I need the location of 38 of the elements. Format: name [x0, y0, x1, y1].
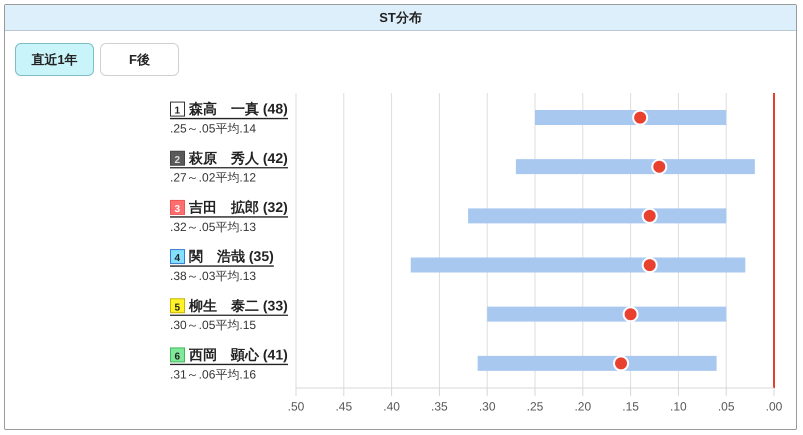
- point: [622, 306, 639, 322]
- bar: [478, 356, 717, 371]
- x-tick-label: .15: [622, 400, 640, 414]
- x-tick-label: .10: [670, 400, 688, 414]
- x-tick-label: .05: [718, 400, 735, 414]
- x-tick-label: .35: [431, 400, 448, 414]
- data-label: .32～.05平均.13: [170, 220, 256, 234]
- data-label: .25～.05平均.14: [170, 122, 256, 136]
- x-tick-label: .00: [766, 400, 783, 414]
- data-label: .31～.06平均.16: [170, 367, 256, 382]
- bar: [468, 208, 726, 224]
- x-tick-label: .50: [288, 400, 305, 414]
- point: [651, 158, 668, 175]
- x-tick-label: .25: [526, 400, 544, 414]
- bar: [535, 110, 726, 125]
- x-tick-label: .40: [383, 400, 400, 414]
- point: [642, 257, 658, 274]
- y-tick-label: 2 萩原 秀人 (42): [174, 150, 288, 166]
- y-tick-label: 1 森高 一真 (48): [174, 100, 288, 117]
- chart-title: ST分布: [379, 8, 422, 26]
- x-tick-label: .45: [335, 400, 352, 414]
- point: [632, 110, 648, 126]
- y-tick-label: 4 関 浩哉 (35): [174, 248, 274, 264]
- y-tick-label: 6 西岡 顕心 (41): [174, 346, 288, 362]
- bar: [487, 306, 726, 322]
- y-tick-label: 5 柳生 泰二 (33): [174, 297, 288, 314]
- y-tick-label: 3 吉田 拡郎 (32): [174, 198, 288, 215]
- point: [642, 208, 658, 224]
- data-label: .30～.05平均.15: [170, 318, 256, 332]
- bar: [516, 159, 755, 174]
- x-tick-label: .20: [574, 400, 592, 414]
- text: 直近1年: [15, 43, 94, 76]
- bar: [410, 258, 746, 272]
- text: F後: [100, 43, 179, 76]
- data-label: .38～.03平均.13: [170, 269, 256, 283]
- data-label: .27～.02平均.12: [170, 170, 256, 185]
- x-tick-label: .30: [478, 400, 496, 414]
- point: [613, 355, 630, 372]
